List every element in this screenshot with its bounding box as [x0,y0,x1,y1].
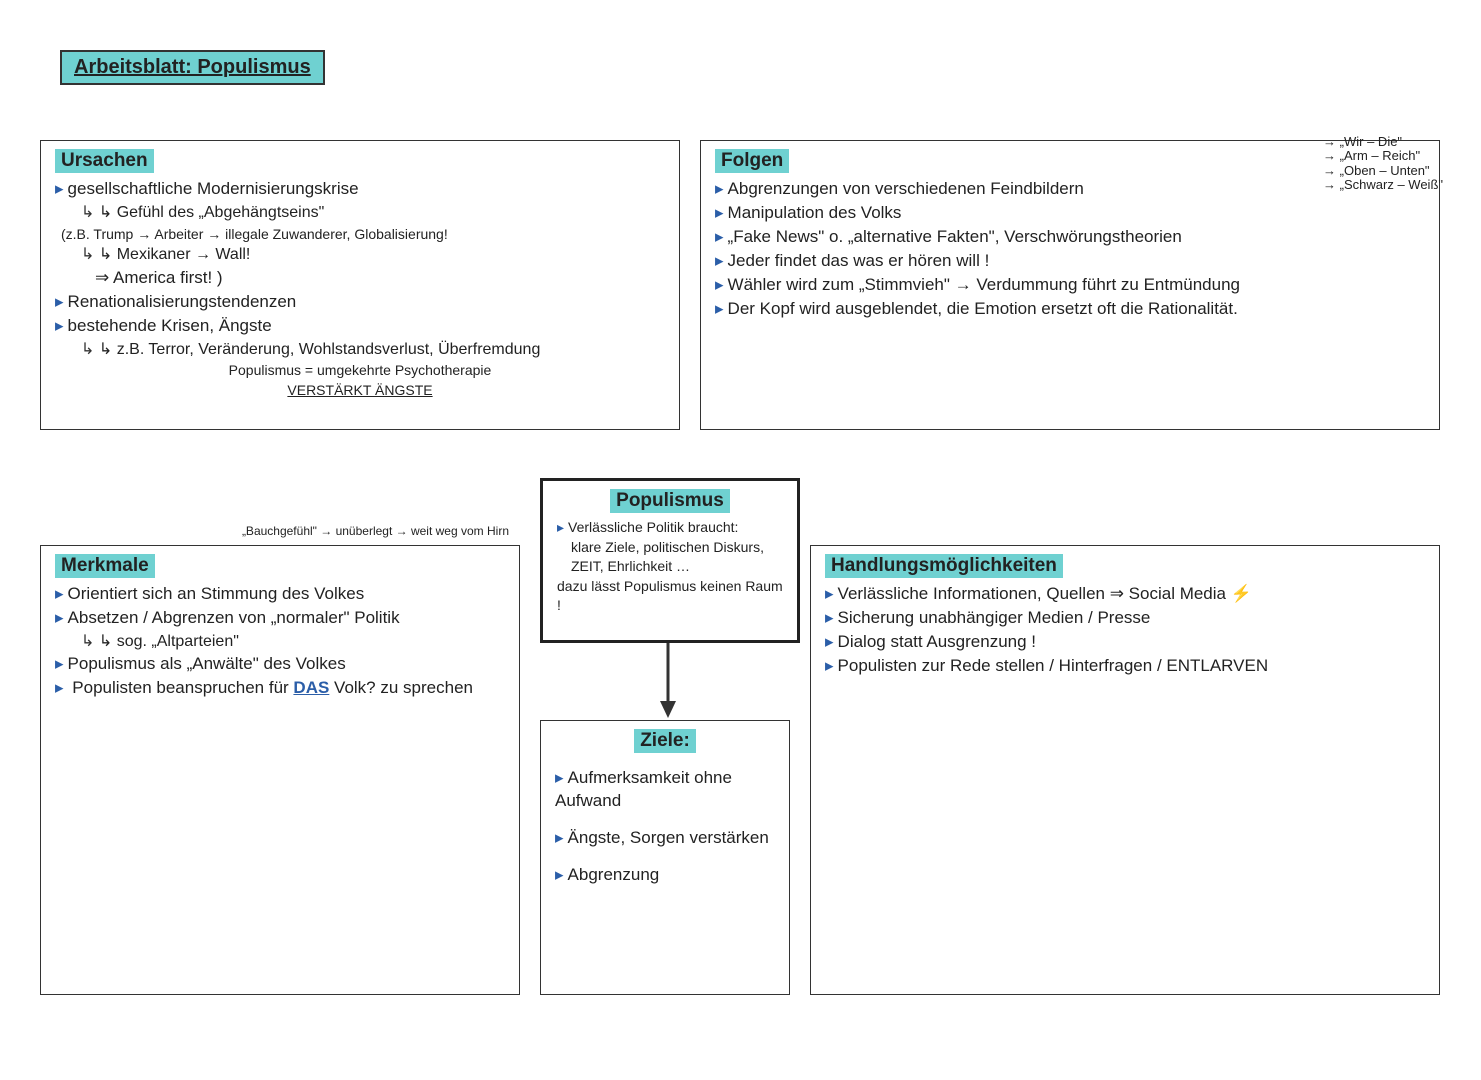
page-title: Arbeitsblatt: Populismus [60,50,325,85]
heading-center: Populismus [610,489,730,513]
center-line: Verlässliche Politik braucht: [557,518,783,537]
ursachen-item: bestehende Krisen, Ängste [55,315,665,338]
ziele-item: Ängste, Sorgen verstärken [555,827,775,850]
ziele-item: Abgrenzung [555,864,775,887]
feindbilder-note: → „Oben – Unten" [1323,164,1443,178]
center-line: dazu lässt Populismus keinen Raum ! [557,577,783,615]
heading-ziele: Ziele: [634,729,696,753]
merkmale-emph: DAS [293,678,329,697]
ursachen-item: ⇒ America first! ) [55,267,665,290]
feindbilder-note: → „Wir – Die" [1323,135,1443,149]
ursachen-item: (z.B. Trump → Arbeiter → illegale Zuwand… [55,225,665,244]
feindbilder-note: → „Schwarz – Weiß" [1323,178,1443,192]
merkmale-item: Populismus als „Anwälte" des Volkes [55,653,505,676]
folgen-item: Wähler wird zum „Stimmvieh" → Verdummung… [715,274,1425,297]
merkmale-item: Populisten beanspruchen für DAS Volk? zu… [55,677,505,700]
ursachen-item: ↳ Mexikaner → Wall! [55,244,665,266]
merkmale-item: Absetzen / Abgrenzen von „normaler" Poli… [55,607,505,630]
heading-ursachen: Ursachen [55,149,154,173]
feindbilder-notes: → „Wir – Die" → „Arm – Reich" → „Oben – … [1323,135,1443,192]
folgen-item: „Fake News" o. „alternative Fakten", Ver… [715,226,1425,249]
ursachen-item: ↳ z.B. Terror, Veränderung, Wohlstandsve… [55,339,665,361]
center-line: klare Ziele, politischen Diskurs, ZEIT, … [557,538,783,576]
folgen-item: Manipulation des Volks [715,202,1425,225]
folgen-item: Der Kopf wird ausgeblendet, die Emotion … [715,298,1425,321]
ursachen-footnote: Populismus = umgekehrte Psychotherapie [55,361,665,380]
box-ziele: Ziele: Aufmerksamkeit ohne Aufwand Ängst… [540,720,790,995]
box-center-populismus: Populismus Verlässliche Politik braucht:… [540,478,800,643]
handlung-item: Dialog statt Ausgrenzung ! [825,631,1425,654]
heading-folgen: Folgen [715,149,789,173]
ursachen-item: ↳ Gefühl des „Abgehängtseins" [55,202,665,224]
box-ursachen: Ursachen gesellschaftliche Modernisierun… [40,140,680,430]
merkmale-item: Orientiert sich an Stimmung des Volkes [55,583,505,606]
handlung-item: Sicherung unabhängiger Medien / Presse [825,607,1425,630]
merkmale-annotation: „Bauchgefühl" → unüberlegt → weit weg vo… [242,524,509,538]
ziele-item: Aufmerksamkeit ohne Aufwand [555,767,775,813]
ursachen-footnote: VERSTÄRKT ÄNGSTE [55,381,665,400]
ursachen-item: gesellschaftliche Modernisierungskrise [55,178,665,201]
folgen-item: Jeder findet das was er hören will ! [715,250,1425,273]
handlung-item: Populisten zur Rede stellen / Hinterfrag… [825,655,1425,678]
merkmale-item: ↳ sog. „Altparteien" [55,631,505,653]
box-folgen: Folgen Abgrenzungen von verschiedenen Fe… [700,140,1440,430]
heading-handlung: Handlungsmöglichkeiten [825,554,1063,578]
handlung-item: Verlässliche Informationen, Quellen ⇒ So… [825,583,1425,606]
box-handlung: Handlungsmöglichkeiten Verlässliche Info… [810,545,1440,995]
feindbilder-note: → „Arm – Reich" [1323,149,1443,163]
heading-merkmale: Merkmale [55,554,155,578]
ursachen-item: Renationalisierungstendenzen [55,291,665,314]
folgen-item: Abgrenzungen von verschiedenen Feindbild… [715,178,1425,201]
arrow-down-icon [658,643,678,723]
box-merkmale: „Bauchgefühl" → unüberlegt → weit weg vo… [40,545,520,995]
